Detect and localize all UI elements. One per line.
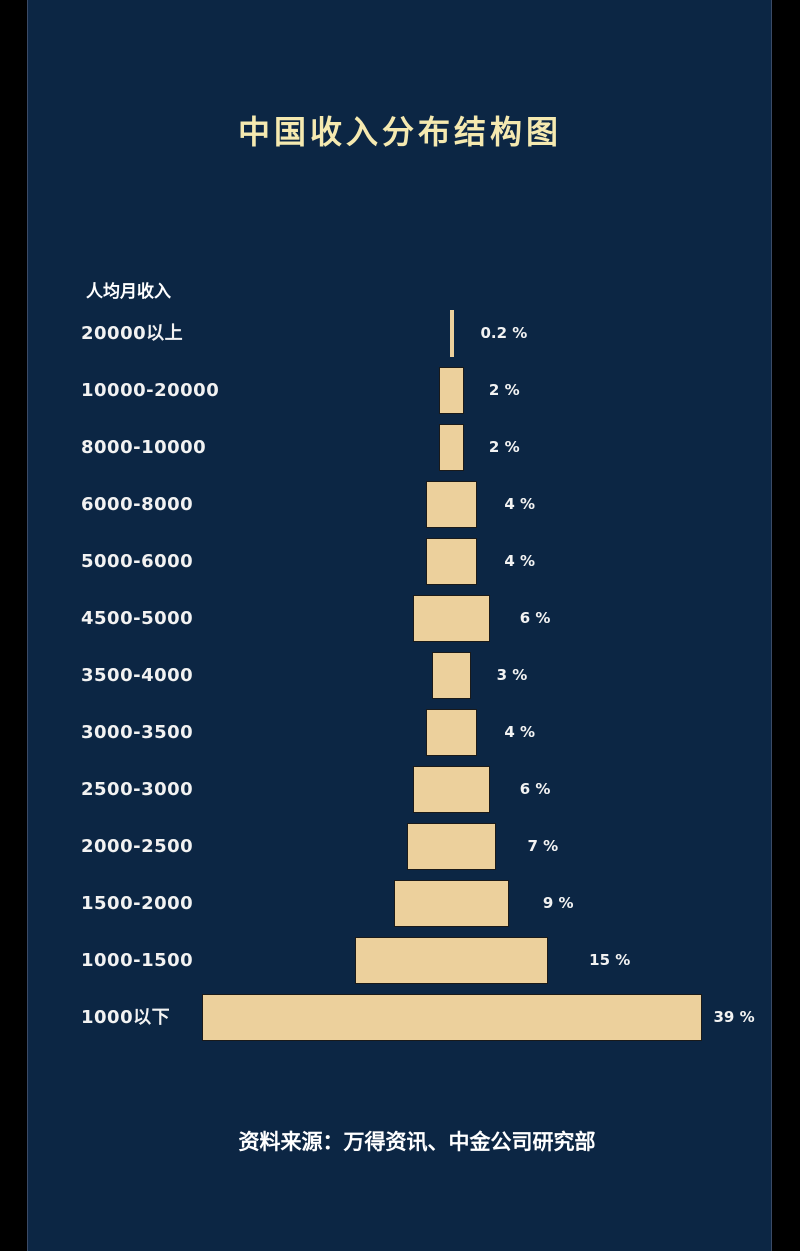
percent-label: 9 % [542, 894, 574, 912]
chart-title: 中国收入分布结构图 [237, 113, 562, 151]
bar [438, 367, 465, 414]
percent-label: 4 % [504, 723, 536, 741]
y-axis-title: 人均月收入 [86, 282, 171, 302]
percent-label: 6 % [519, 780, 551, 798]
bar [425, 538, 478, 585]
category-label: 1000-1500 [81, 950, 194, 971]
category-label: 6000-8000 [81, 494, 194, 515]
bar [201, 994, 702, 1041]
category-label: 8000-10000 [81, 437, 207, 458]
category-label: 5000-6000 [81, 551, 194, 572]
bar [406, 823, 497, 870]
bar [449, 310, 454, 357]
category-label: 2500-3000 [81, 779, 194, 800]
percent-label: 6 % [519, 609, 551, 627]
category-label: 1000以下 [81, 1007, 171, 1028]
category-label: 20000以上 [81, 323, 184, 344]
percent-label: 39 % [713, 1008, 755, 1026]
bar [413, 766, 490, 813]
category-label: 3500-4000 [81, 665, 194, 686]
percent-label: 2 % [488, 438, 520, 456]
percent-label: 4 % [504, 495, 536, 513]
source-note: 资料来源：万得资讯、中金公司研究部 [238, 1130, 596, 1154]
bar [425, 709, 478, 756]
category-label: 10000-20000 [81, 380, 220, 401]
bar [393, 880, 510, 927]
category-label: 2000-2500 [81, 836, 194, 857]
bar [432, 652, 471, 699]
category-label: 3000-3500 [81, 722, 194, 743]
bar [355, 937, 548, 984]
chart-panel [27, 0, 772, 1251]
category-label: 1500-2000 [81, 893, 194, 914]
percent-label: 3 % [496, 666, 528, 684]
percent-label: 4 % [504, 552, 536, 570]
percent-label: 0.2 % [480, 324, 528, 342]
bar [413, 595, 490, 642]
bar [438, 424, 465, 471]
percent-label: 15 % [589, 951, 631, 969]
category-label: 4500-5000 [81, 608, 194, 629]
percent-label: 7 % [527, 837, 559, 855]
bar [425, 481, 478, 528]
percent-label: 2 % [488, 381, 520, 399]
